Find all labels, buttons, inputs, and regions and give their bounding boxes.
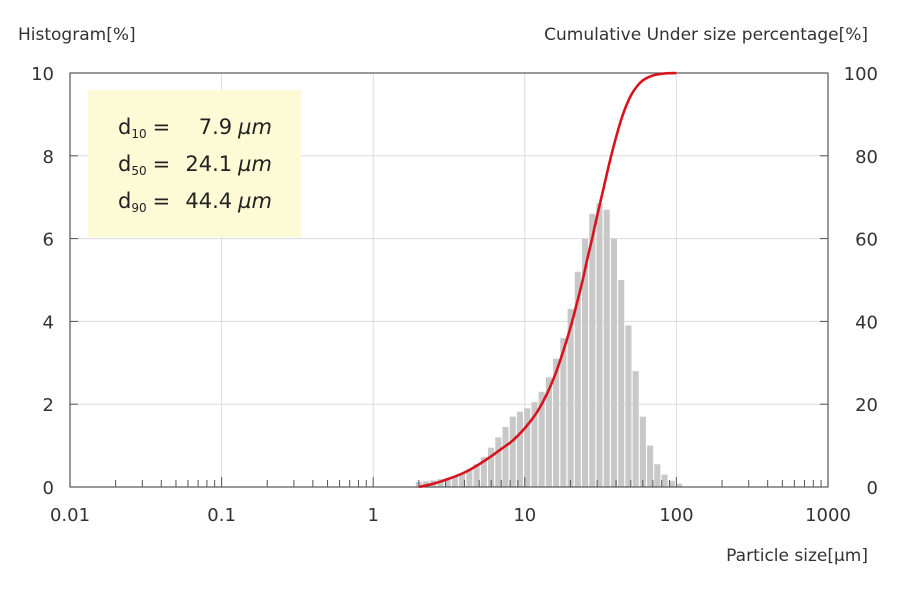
- stats-box: d10 = 7.9 µm d50 = 24.1 µm d90 = 44.4 µm: [88, 90, 301, 237]
- histogram-bar: [596, 203, 603, 487]
- y-right-tick-label: 60: [855, 230, 878, 251]
- x-tick-label: 100: [659, 505, 693, 526]
- histogram-bar: [444, 477, 451, 487]
- histogram-bar: [618, 280, 625, 487]
- histogram-bar: [610, 238, 618, 487]
- y-right-tick-label: 40: [855, 312, 878, 333]
- x-tick-label: 10: [513, 505, 536, 526]
- x-tick-label: 0.01: [50, 505, 90, 526]
- x-tick-label: 0.1: [207, 505, 236, 526]
- histogram-bar: [582, 238, 589, 487]
- left-axis-title: Histogram[%]: [18, 25, 136, 45]
- histogram-bar: [574, 271, 581, 487]
- x-tick-label: 1: [367, 505, 378, 526]
- histogram-bar: [567, 308, 574, 487]
- x-tick-label: 1000: [805, 505, 851, 526]
- y-right-tick-label: 100: [844, 64, 878, 85]
- histogram-bar: [661, 474, 668, 487]
- histogram-bar: [639, 416, 646, 487]
- x-axis-title: Particle size[µm]: [726, 546, 868, 566]
- histogram-bar: [545, 377, 552, 487]
- histogram-bar: [473, 464, 480, 487]
- y-right-tick-label: 0: [867, 478, 878, 499]
- cumulative-curve: [418, 71, 677, 489]
- histogram-bar: [560, 337, 567, 487]
- stats-d50: d50 = 24.1 µm: [118, 152, 272, 178]
- histogram-bar: [495, 437, 502, 487]
- histogram-bar: [676, 483, 683, 487]
- histogram-bar: [647, 445, 654, 487]
- plot-border: [69, 72, 829, 488]
- y-left-tick-label: 10: [31, 64, 54, 85]
- y-left-tick-label: 2: [43, 395, 54, 416]
- cumulative-curve-layer: [418, 71, 677, 489]
- y-left-tick-label: 0: [43, 478, 54, 499]
- histogram-bar: [524, 408, 531, 487]
- histogram-bar: [437, 479, 444, 487]
- histogram-bars: [415, 203, 683, 487]
- histogram-bar: [509, 416, 516, 487]
- histogram-bar: [625, 325, 632, 487]
- histogram-bar: [459, 473, 466, 487]
- histogram-bar: [538, 391, 545, 487]
- histogram-bar: [422, 481, 430, 487]
- histogram-bar: [451, 475, 458, 487]
- stats-box-background: [88, 90, 301, 237]
- histogram-bar: [466, 469, 473, 487]
- y-right-tick-label: 20: [855, 395, 878, 416]
- y-right-tick-label: 80: [855, 147, 878, 168]
- y-left-tick-label: 6: [43, 230, 54, 251]
- y-left-tick-label: 4: [43, 312, 54, 333]
- histogram-bar: [632, 371, 639, 487]
- y-left-tick-label: 8: [43, 147, 54, 168]
- right-axis-title: Cumulative Under size percentage[%]: [544, 25, 868, 45]
- histogram-bar: [531, 402, 538, 487]
- stats-d90: d90 = 44.4 µm: [118, 189, 272, 215]
- histogram-bar: [603, 209, 610, 487]
- histogram-bar: [553, 358, 560, 487]
- histogram-bar: [654, 464, 661, 487]
- stats-d10: d10 = 7.9 µm: [118, 115, 272, 141]
- histogram-bar: [502, 426, 509, 487]
- histogram-bar: [668, 480, 675, 487]
- histogram-bar: [488, 447, 495, 487]
- histogram-bar: [516, 411, 523, 487]
- histogram-bar: [589, 213, 596, 487]
- histogram-bar: [480, 457, 487, 487]
- plot-frame: [69, 72, 829, 488]
